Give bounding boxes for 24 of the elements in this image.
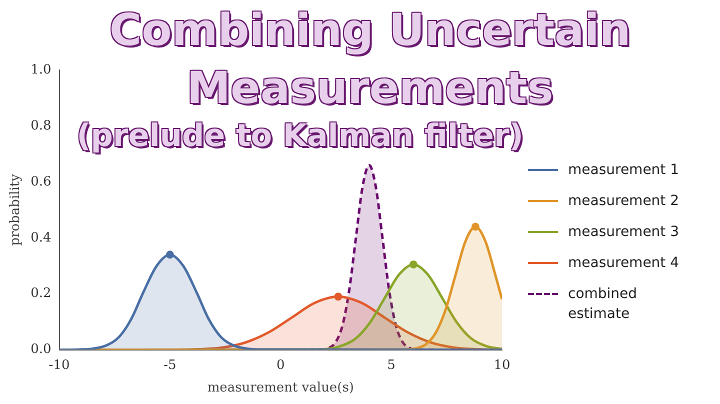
point [334, 292, 342, 301]
x-tick-label: 5 [387, 358, 396, 373]
y-tick-label: 0.2 [30, 286, 52, 302]
y-tick-label: 0.6 [30, 174, 52, 190]
y-tick-label: 1.0 [30, 62, 52, 78]
y-tick-label: 0.0 [30, 342, 52, 358]
legend-label: measurement 4 [568, 254, 680, 273]
point [471, 222, 480, 231]
x-tick-label: 0 [276, 358, 285, 373]
text: (prelude to Kalman filter) [76, 118, 524, 154]
y-axis-title: probability [8, 173, 24, 246]
chart-title: Combining Uncertain Measurements [108, 4, 632, 116]
x-tick-label: -5 [164, 358, 176, 373]
point [166, 250, 174, 259]
y-tick-label: 0.4 [30, 230, 52, 246]
x-tick-label: 10 [494, 358, 510, 373]
y-tick-label: 0.8 [30, 118, 52, 134]
legend-label: measurement 2 [568, 192, 680, 211]
legend-label: measurement 1 [568, 161, 680, 180]
x-axis-title: measurement value(s) [207, 380, 354, 396]
point [409, 260, 418, 268]
legend-label: combined estimate [568, 285, 638, 324]
x-tick-label: -10 [48, 358, 70, 373]
legend-label: measurement 3 [568, 223, 680, 242]
